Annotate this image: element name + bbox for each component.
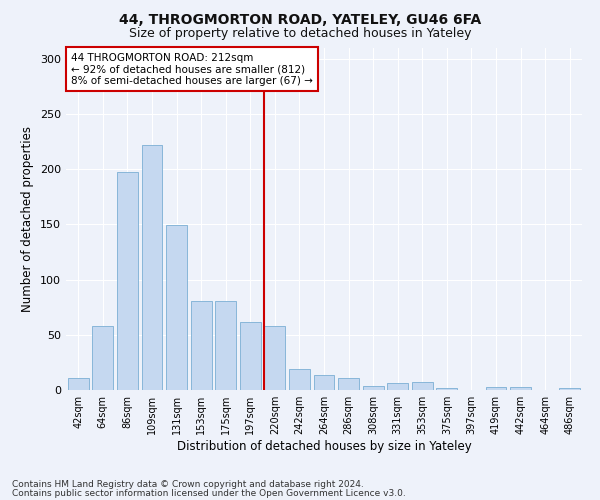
Y-axis label: Number of detached properties: Number of detached properties [22, 126, 34, 312]
Bar [362, 386, 383, 390]
Bar [68, 378, 89, 390]
Bar [240, 322, 261, 390]
Bar [314, 374, 334, 390]
Bar [436, 388, 457, 390]
Bar [387, 384, 408, 390]
Bar [142, 144, 163, 390]
Bar [166, 226, 187, 390]
Bar [559, 388, 580, 390]
Bar [215, 300, 236, 390]
Bar [191, 300, 212, 390]
Text: Contains HM Land Registry data © Crown copyright and database right 2024.: Contains HM Land Registry data © Crown c… [12, 480, 364, 489]
Text: Contains public sector information licensed under the Open Government Licence v3: Contains public sector information licen… [12, 488, 406, 498]
Bar [265, 326, 286, 390]
Bar [92, 326, 113, 390]
Text: Size of property relative to detached houses in Yateley: Size of property relative to detached ho… [129, 28, 471, 40]
Text: 44, THROGMORTON ROAD, YATELEY, GU46 6FA: 44, THROGMORTON ROAD, YATELEY, GU46 6FA [119, 12, 481, 26]
X-axis label: Distribution of detached houses by size in Yateley: Distribution of detached houses by size … [176, 440, 472, 453]
Bar [510, 386, 531, 390]
Bar [485, 386, 506, 390]
Bar [117, 172, 138, 390]
Bar [338, 378, 359, 390]
Bar [289, 369, 310, 390]
Text: 44 THROGMORTON ROAD: 212sqm
← 92% of detached houses are smaller (812)
8% of sem: 44 THROGMORTON ROAD: 212sqm ← 92% of det… [71, 52, 313, 86]
Bar [412, 382, 433, 390]
